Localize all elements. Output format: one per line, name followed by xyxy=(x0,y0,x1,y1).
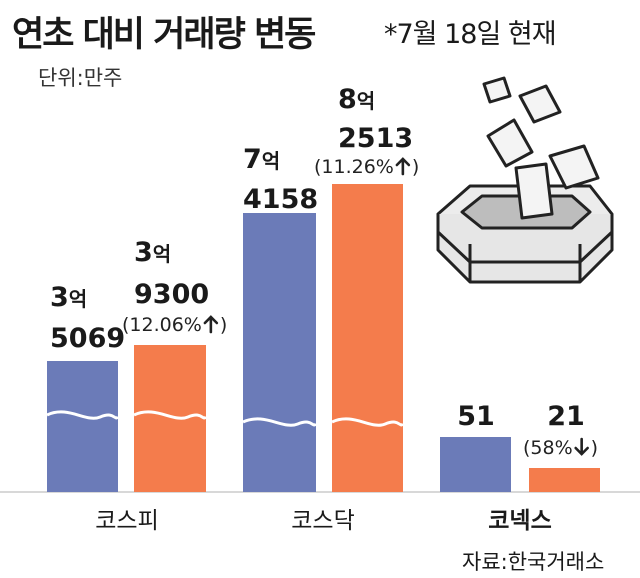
axis-break-mark xyxy=(46,410,120,420)
chart-title: 연초 대비 거래량 변동 xyxy=(12,15,316,55)
svg-text:(12.06%: (12.06% xyxy=(122,314,202,336)
value-label: 5069 xyxy=(50,323,125,354)
value-label-eok: 3억 xyxy=(50,282,87,313)
value-label-eok: 7억 xyxy=(243,144,280,175)
category-label: 코스피 xyxy=(95,508,158,534)
category-label: 코스닥 xyxy=(291,508,354,534)
axis-break-mark xyxy=(133,410,208,420)
bar-current-코스닥 xyxy=(332,184,403,492)
value-label-eok: 3억 xyxy=(134,237,171,268)
unit-label: 단위:만주 xyxy=(38,66,123,90)
bar-start-코스피 xyxy=(47,361,118,492)
arrow-up-icon xyxy=(395,157,411,176)
svg-text:): ) xyxy=(220,314,227,336)
svg-text:): ) xyxy=(412,156,419,178)
svg-text:(58%: (58% xyxy=(523,437,573,459)
value-label: 2513 xyxy=(338,123,413,154)
change-label: (11.26%) xyxy=(314,156,419,178)
change-label: (58%) xyxy=(523,437,598,459)
change-label: (12.06%) xyxy=(122,314,227,336)
svg-text:): ) xyxy=(591,437,598,459)
source-label: 자료:한국거래소 xyxy=(462,550,605,574)
date-note: *7월 18일 현재 xyxy=(384,19,557,50)
axis-break-mark xyxy=(331,417,405,427)
bar-start-코넥스 xyxy=(440,437,511,492)
value-label: 21 xyxy=(547,401,585,432)
bar-start-코스닥 xyxy=(243,213,316,492)
category-label: 코넥스 xyxy=(488,508,551,534)
value-label: 51 xyxy=(457,401,495,432)
arrow-down-icon xyxy=(574,437,589,456)
arrow-up-icon xyxy=(203,315,219,334)
value-label-eok: 8억 xyxy=(338,84,375,115)
value-label: 9300 xyxy=(134,279,209,310)
svg-text:(11.26%: (11.26% xyxy=(314,156,394,178)
bar-current-코스피 xyxy=(134,345,206,492)
bar-current-코넥스 xyxy=(529,468,600,492)
axis-break-mark xyxy=(242,417,318,427)
value-label: 4158 xyxy=(243,184,318,215)
ballot-box-illustration xyxy=(436,76,614,284)
